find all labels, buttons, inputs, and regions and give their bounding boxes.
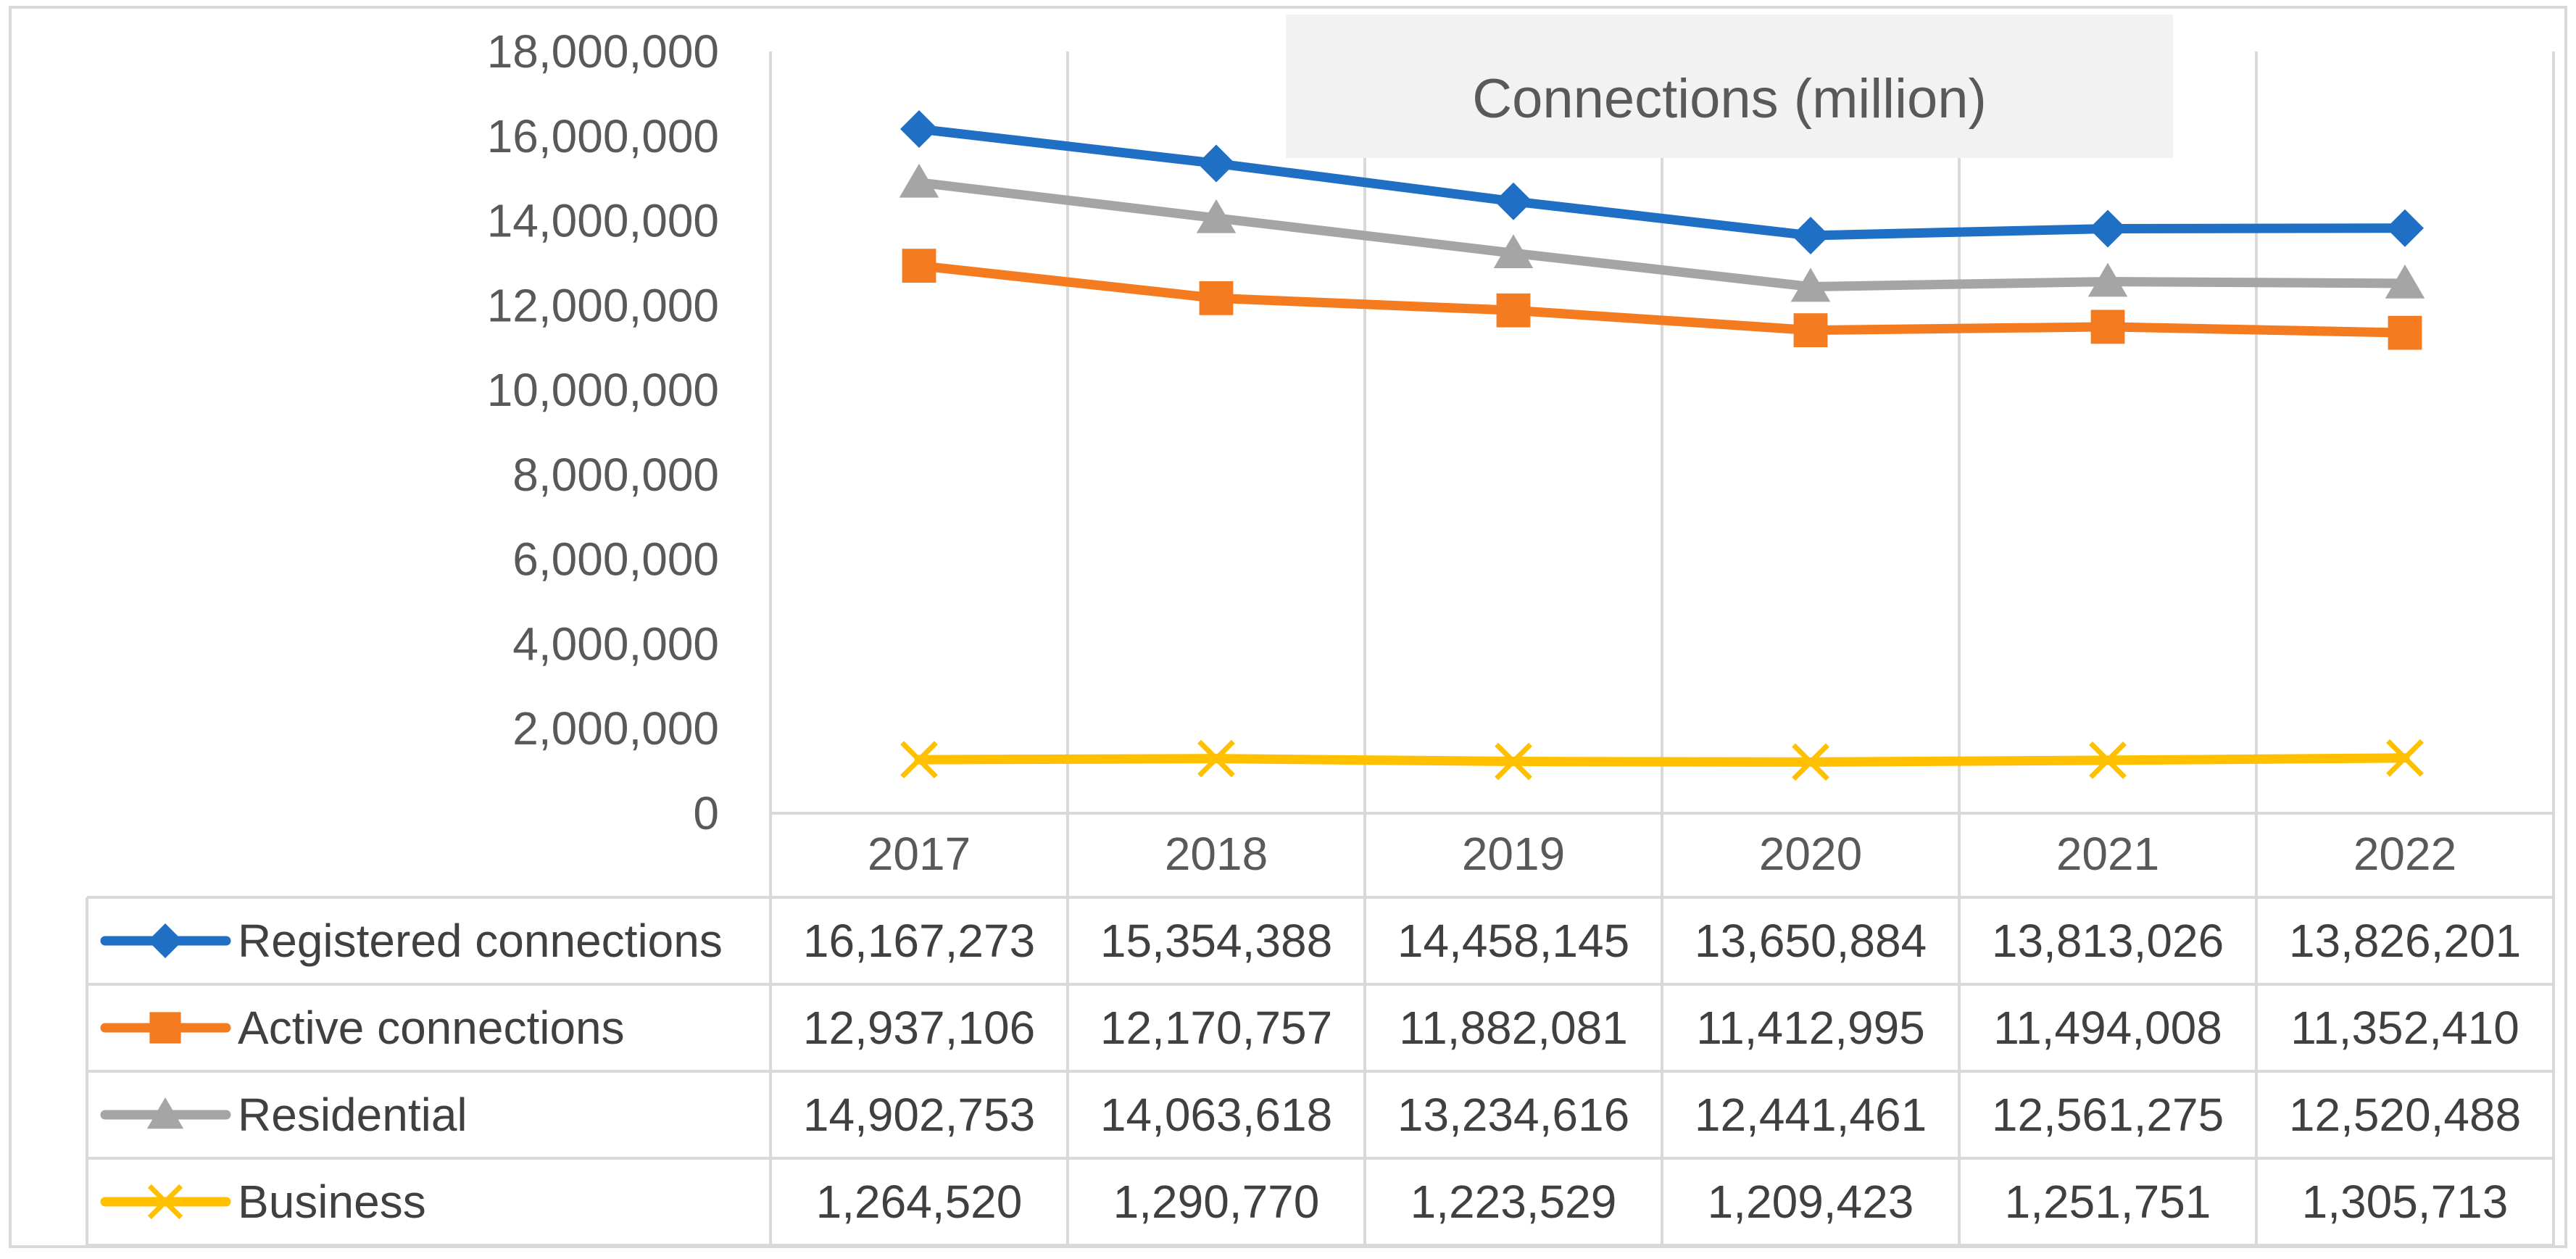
data-label-business: 1,209,423 — [1708, 1176, 1914, 1228]
data-point-registered-connections — [1197, 144, 1235, 183]
y-tick-label: 4,000,000 — [512, 618, 719, 670]
chart-border — [9, 6, 2567, 1248]
y-tick-label: 10,000,000 — [487, 364, 719, 416]
data-label-active-connections: 12,170,757 — [1100, 1002, 1332, 1054]
data-point-registered-connections — [2386, 209, 2424, 247]
data-point-business-stroke-b — [1197, 739, 1235, 778]
data-label-business: 1,251,751 — [2005, 1176, 2211, 1228]
data-point-business-stroke-b — [900, 741, 938, 779]
data-label-active-connections: 11,412,995 — [1696, 1002, 1925, 1054]
data-table: Registered connections 16,167,273 15,354,3… — [100, 915, 2521, 1228]
data-label-active-connections: 11,882,081 — [1399, 1002, 1628, 1054]
data-point-business — [1495, 742, 1532, 781]
data-point-residential — [1196, 199, 1237, 233]
data-point-active-connections — [2090, 309, 2125, 344]
y-tick-label: 6,000,000 — [512, 533, 719, 586]
data-label-active-connections: 11,352,410 — [2290, 1002, 2519, 1054]
data-label-business: 1,290,770 — [1113, 1176, 1320, 1228]
x-tick-label: 2021 — [2056, 828, 2159, 880]
series-line-registered-connections — [914, 124, 2410, 241]
data-table-grid — [86, 896, 2554, 1247]
data-point-active-connections — [2388, 315, 2422, 350]
legend-key-marker-residential — [146, 1097, 184, 1129]
legend-label-active-connections: Active connections — [238, 1002, 625, 1054]
legend-key-marker-active-connections — [149, 1012, 181, 1044]
legend-key-marker-registered-connections — [148, 923, 183, 958]
data-point-registered-connections — [1495, 182, 1532, 220]
x-tick-label: 2019 — [1462, 828, 1565, 880]
data-point-residential — [1493, 234, 1534, 269]
data-label-active-connections: 12,937,106 — [803, 1002, 1035, 1054]
data-point-active-connections — [1793, 313, 1828, 348]
y-tick-label: 16,000,000 — [487, 110, 719, 162]
chart-title: Connections (million) — [1472, 68, 1987, 130]
data-label-residential: 12,441,461 — [1695, 1089, 1927, 1141]
data-label-residential: 12,520,488 — [2289, 1089, 2521, 1141]
series-line-residential — [914, 178, 2410, 292]
vertical-gridlines — [769, 51, 2555, 1245]
data-label-residential: 13,234,616 — [1397, 1089, 1629, 1141]
data-point-business — [1792, 743, 1829, 781]
data-point-residential — [1790, 267, 1831, 302]
data-point-registered-connections — [900, 110, 938, 149]
y-axis-ticks: 0 2,000,000 4,000,000 6,000,000 8,000,000 10,… — [487, 25, 2457, 880]
data-point-residential — [2385, 264, 2425, 299]
data-point-business-stroke-b — [2386, 739, 2424, 777]
data-point-business-stroke-b — [2089, 741, 2127, 779]
data-label-registered-connections: 16,167,273 — [803, 915, 1035, 967]
series-layer — [899, 110, 2425, 781]
data-point-residential — [2087, 262, 2128, 297]
data-label-business: 1,223,529 — [1410, 1176, 1617, 1228]
data-point-residential — [899, 163, 939, 198]
x-tick-label: 2017 — [868, 828, 971, 880]
x-tick-label: 2018 — [1165, 828, 1268, 880]
data-point-active-connections — [1496, 293, 1531, 328]
y-tick-label: 18,000,000 — [487, 25, 719, 78]
data-point-business — [2386, 739, 2424, 777]
data-point-business — [900, 741, 938, 779]
legend-label-residential: Residential — [238, 1089, 468, 1141]
data-point-active-connections — [1199, 281, 1234, 315]
data-point-registered-connections — [2089, 209, 2127, 248]
data-point-business-stroke-b — [1792, 743, 1829, 781]
data-point-business — [2089, 741, 2127, 779]
data-label-business: 1,264,520 — [816, 1176, 1023, 1228]
y-tick-label: 8,000,000 — [512, 449, 719, 501]
x-tick-label: 2022 — [2353, 828, 2456, 880]
y-tick-label: 12,000,000 — [487, 279, 719, 331]
data-label-residential: 14,902,753 — [803, 1089, 1035, 1141]
y-tick-label: 0 — [693, 787, 719, 839]
data-point-registered-connections — [1792, 216, 1829, 254]
chart-title-box: Connections (million) — [1286, 14, 2173, 158]
data-point-business-stroke-b — [1495, 742, 1532, 781]
chart-title-background — [1286, 14, 2173, 158]
legend-key-marker-business-stroke-b — [147, 1184, 183, 1220]
data-label-residential: 12,561,275 — [1992, 1089, 2224, 1141]
data-label-residential: 14,063,618 — [1100, 1089, 1332, 1141]
data-label-registered-connections: 14,458,145 — [1397, 915, 1629, 967]
x-tick-label: 2020 — [1759, 828, 1862, 880]
data-label-registered-connections: 13,826,201 — [2289, 915, 2521, 967]
series-line-business — [914, 753, 2410, 767]
series-line-active-connections — [914, 261, 2410, 338]
data-point-business — [1197, 739, 1235, 778]
data-label-business: 1,305,713 — [2302, 1176, 2509, 1228]
legend-key-marker-business — [147, 1184, 183, 1220]
data-label-registered-connections: 13,813,026 — [1992, 915, 2224, 967]
legend-label-registered-connections: Registered connections — [238, 915, 723, 967]
y-tick-label: 14,000,000 — [487, 195, 719, 247]
y-tick-label: 2,000,000 — [512, 702, 719, 755]
legend-label-business: Business — [238, 1176, 426, 1228]
data-point-active-connections — [902, 249, 936, 283]
data-label-active-connections: 11,494,008 — [1993, 1002, 2222, 1054]
data-label-registered-connections: 15,354,388 — [1100, 915, 1332, 967]
data-label-registered-connections: 13,650,884 — [1695, 915, 1927, 967]
